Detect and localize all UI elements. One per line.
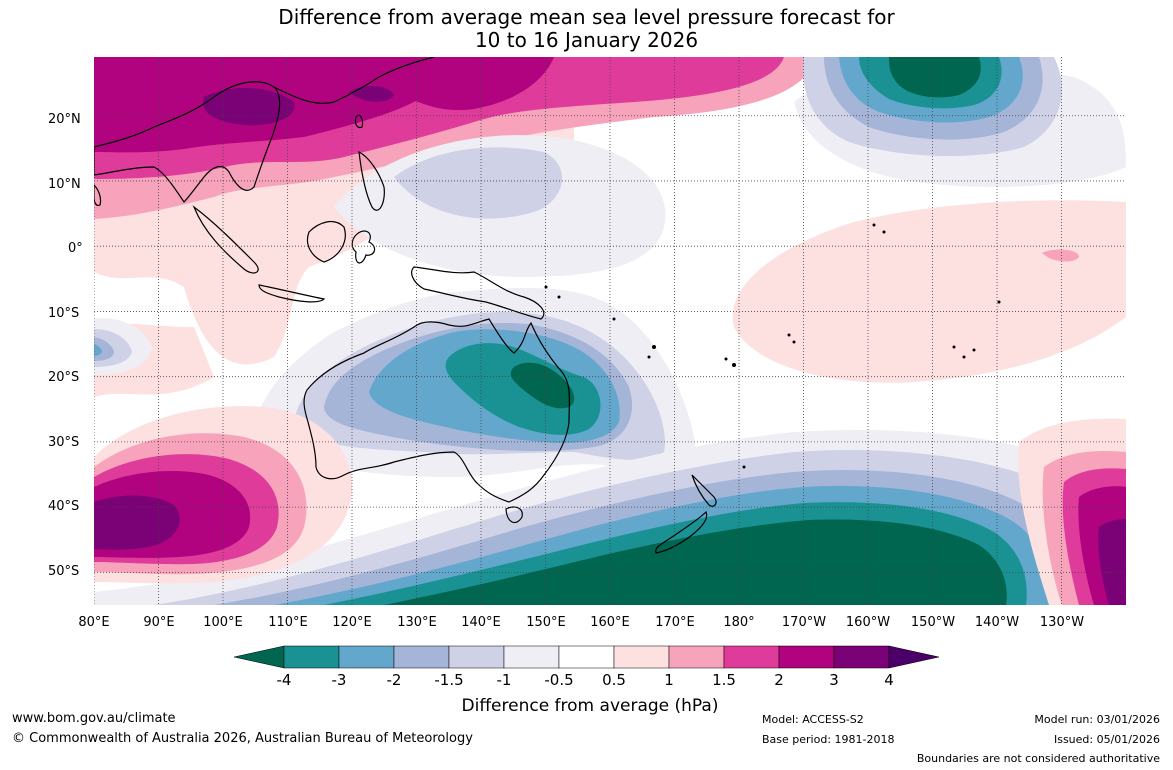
map-title-line2: 10 to 16 January 2026 (474, 28, 699, 52)
tasmania-coastline (505, 506, 523, 524)
lon-tick-140w: 140°W (974, 615, 1020, 630)
footer-model: Model: ACCESS-S2 (762, 713, 864, 726)
colorbar-label: -4 (276, 671, 292, 689)
colorbar-label: 4 (884, 671, 894, 689)
lon-tick-160e: 160°E (590, 615, 630, 630)
colorbar-segment (613, 645, 670, 669)
north-pacific-negative-anomaly (803, 57, 1062, 157)
lat-tick-50s: 50°S (48, 564, 80, 579)
lon-tick-170w: 170°W (781, 615, 827, 630)
australia-negative-anomaly (254, 287, 696, 477)
new-zealand-south-coastline (655, 510, 708, 554)
colorbar-label: 2 (774, 671, 784, 689)
colorbar-label: -3 (331, 671, 347, 689)
colorbar-segment (833, 645, 890, 669)
colorbar-extend-low (234, 645, 285, 669)
southern-indian-ocean-positive-anomaly (94, 406, 353, 584)
footer-base-period: Base period: 1981-2018 (762, 733, 895, 746)
footer-url[interactable]: www.bom.gov.au/climate (12, 711, 176, 726)
taiwan-coastline (354, 114, 364, 129)
lat-tick-30s: 30°S (48, 435, 80, 450)
lat-tick-20s: 20°S (48, 370, 80, 385)
lat-tick-0: 0° (68, 241, 83, 256)
west-indian-ocean-negative-anomaly (94, 318, 152, 375)
colorbar-label: 1 (664, 671, 674, 689)
footer-issued: Issued: 05/01/2026 (1053, 733, 1160, 746)
lon-tick-170e: 170°E (655, 615, 695, 630)
map-title-line1: Difference from average mean sea level p… (278, 5, 895, 29)
lon-tick-150e: 150°E (526, 615, 566, 630)
lon-tick-140e: 140°E (461, 615, 501, 630)
sumatra-coastline (192, 205, 259, 274)
colorbar (234, 645, 939, 669)
colorbar-extend-high (888, 645, 939, 669)
lat-tick-10n: 10°N (48, 177, 81, 192)
colorbar-label: -1.5 (434, 671, 464, 689)
footer-disclaimer: Boundaries are not considered authoritat… (916, 752, 1160, 765)
gridlines (94, 57, 1126, 605)
lon-tick-160w: 160°W (845, 615, 891, 630)
colorbar-segment (283, 645, 340, 669)
colorbar-label: 1.5 (712, 671, 736, 689)
colorbar-label: -2 (386, 671, 402, 689)
china-coastline (273, 57, 435, 104)
lon-tick-100e: 100°E (203, 615, 243, 630)
colorbar-segment (723, 645, 780, 669)
colorbar-label: 0.5 (602, 671, 626, 689)
pacific-islands (544, 223, 1001, 469)
colorbar-segment (778, 645, 835, 669)
lon-tick-130e: 130°E (397, 615, 437, 630)
philippines-coastline (358, 150, 385, 211)
lon-tick-110e: 110°E (268, 615, 308, 630)
borneo-coastline (306, 220, 346, 263)
southeast-pacific-positive-anomaly (1018, 418, 1126, 605)
asia-mainland-coastline (94, 81, 281, 203)
lon-tick-150w: 150°W (910, 615, 956, 630)
lat-tick-10s: 10°S (48, 306, 80, 321)
lat-tick-20n: 20°N (48, 112, 81, 127)
lon-tick-130w: 130°W (1039, 615, 1085, 630)
pressure-anomaly-map (94, 57, 1126, 605)
new-zealand-north-coastline (691, 474, 717, 507)
colorbar-segment (448, 645, 505, 669)
colorbar-title: Difference from average (hPa) (461, 696, 719, 716)
australia-coastline (303, 318, 571, 503)
colorbar-label: 3 (829, 671, 839, 689)
footer-model-run: Model run: 03/01/2026 (1034, 713, 1160, 726)
colorbar-segment (393, 645, 450, 669)
new-guinea-coastline (411, 266, 545, 320)
lon-tick-90e: 90°E (143, 615, 175, 630)
colorbar-label: -0.5 (544, 671, 574, 689)
colorbar-segment (668, 645, 725, 669)
colorbar-label: -1 (496, 671, 512, 689)
lon-tick-180: 180° (723, 615, 755, 630)
lon-tick-120e: 120°E (332, 615, 372, 630)
colorbar-segment (338, 645, 395, 669)
footer-copyright: © Commonwealth of Australia 2026, Austra… (12, 731, 473, 746)
coastlines (94, 57, 717, 554)
sri-lanka-coastline (94, 184, 102, 207)
colorbar-segment (503, 645, 560, 669)
lon-tick-80e: 80°E (78, 615, 110, 630)
java-coastline (258, 284, 326, 303)
sulawesi-coastline (351, 230, 376, 264)
lat-tick-40s: 40°S (48, 499, 80, 514)
colorbar-segment (558, 645, 615, 669)
asia-positive-anomaly (94, 57, 814, 219)
